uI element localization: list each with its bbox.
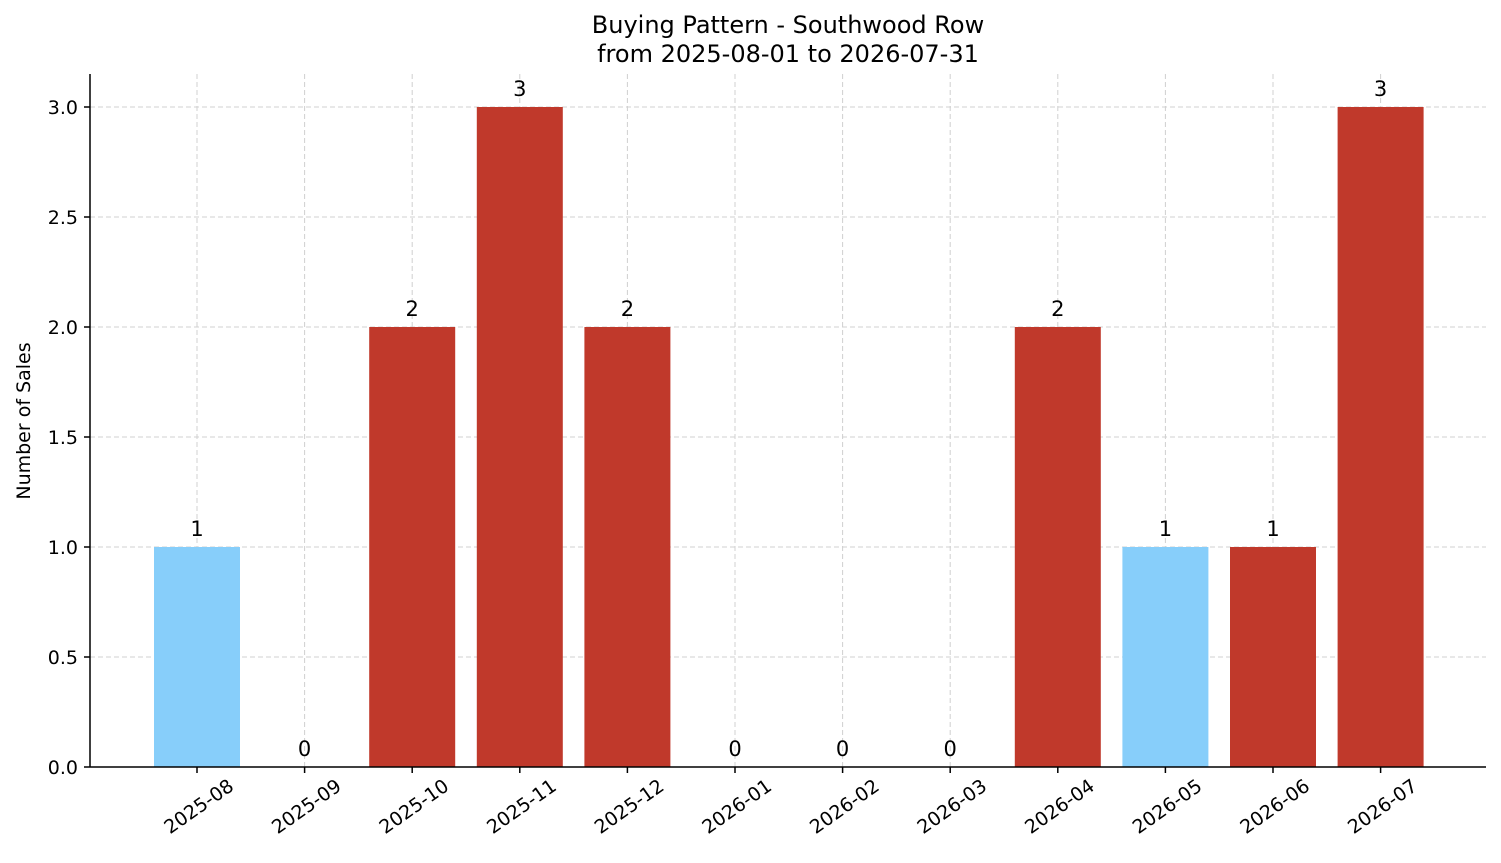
data-label-2026-05: 1 xyxy=(1159,517,1172,541)
bar-2026-07 xyxy=(1337,107,1424,767)
x-tick-label: 2025-11 xyxy=(483,775,561,839)
x-tick-label: 2025-09 xyxy=(268,775,346,839)
x-tick-label: 2026-01 xyxy=(698,775,776,839)
bar-2026-04 xyxy=(1014,327,1101,767)
x-tick-label: 2026-06 xyxy=(1236,775,1314,839)
x-tick-label: 2026-02 xyxy=(806,775,884,839)
bars-layer xyxy=(154,107,1424,767)
data-label-2025-08: 1 xyxy=(190,517,203,541)
y-tick-label: 3.0 xyxy=(48,97,78,119)
bar-2025-12 xyxy=(584,327,671,767)
bar-2025-08 xyxy=(154,547,240,767)
bar-2026-06 xyxy=(1230,547,1316,767)
data-label-2026-02: 0 xyxy=(836,737,849,761)
x-tick-label: 2025-10 xyxy=(375,775,453,839)
y-tick-label: 1.5 xyxy=(48,427,78,449)
data-label-2026-01: 0 xyxy=(728,737,741,761)
x-tick-label: 2026-05 xyxy=(1129,775,1207,839)
y-tick-label: 0.0 xyxy=(48,757,78,779)
y-tick-label: 1.0 xyxy=(48,537,78,559)
data-labels-layer: 1 0 2 3 2 0 0 0 2 1 1 3 xyxy=(190,77,1387,761)
y-tick-label: 2.0 xyxy=(48,317,78,339)
x-tick-label: 2025-12 xyxy=(591,775,669,839)
x-tick-label: 2026-03 xyxy=(913,775,991,839)
y-axis-label: Number of Sales xyxy=(13,342,35,499)
data-label-2025-12: 2 xyxy=(621,297,634,321)
axes-layer xyxy=(89,74,1486,768)
bar-2026-05 xyxy=(1122,547,1209,767)
data-label-2026-03: 0 xyxy=(944,737,957,761)
bar-2025-10 xyxy=(369,327,456,767)
data-label-2026-07: 3 xyxy=(1374,77,1387,101)
chart-subtitle: from 2025-08-01 to 2026-07-31 xyxy=(597,40,979,68)
x-tick-label: 2025-08 xyxy=(160,775,238,839)
data-label-2025-11: 3 xyxy=(513,77,526,101)
x-tick-label: 2026-07 xyxy=(1344,775,1422,839)
data-label-2025-09: 0 xyxy=(298,737,311,761)
y-tick-label: 0.5 xyxy=(48,647,78,669)
x-tick-label: 2026-04 xyxy=(1021,775,1099,839)
chart-title: Buying Pattern - Southwood Row xyxy=(592,11,984,39)
data-label-2026-04: 2 xyxy=(1051,297,1064,321)
data-label-2026-06: 1 xyxy=(1266,517,1279,541)
bar-2025-11 xyxy=(476,107,563,767)
y-tick-label: 2.5 xyxy=(48,207,78,229)
data-label-2025-10: 2 xyxy=(406,297,419,321)
